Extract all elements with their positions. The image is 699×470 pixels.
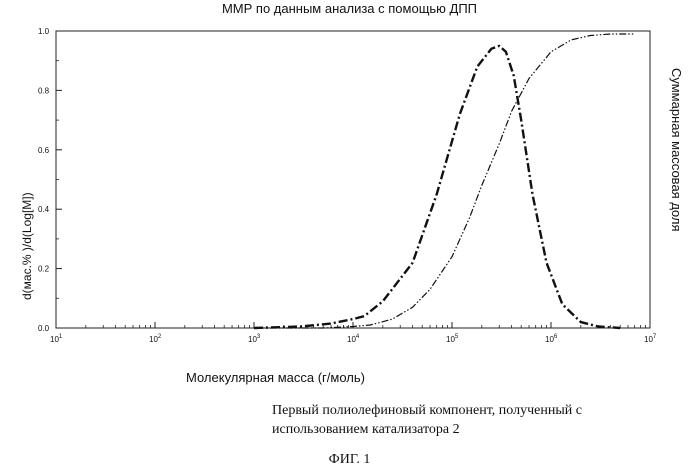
- plot-frame: [55, 30, 651, 329]
- x-tick-label: 101: [50, 334, 63, 344]
- y-tick-label: 0.0: [38, 324, 50, 333]
- y-tick-label: 0.6: [38, 146, 50, 155]
- series-group: [253, 33, 635, 330]
- x-axis-ticks: 101 102 103 104 105 106 107: [50, 322, 657, 344]
- x-tick-label: 105: [446, 334, 459, 344]
- chart-title: ММР по данным анализа с помощью ДПП: [221, 1, 478, 16]
- y-tick-label: 0.2: [38, 265, 50, 274]
- x-tick-label: 104: [347, 334, 360, 344]
- x-tick-label: 106: [545, 334, 558, 344]
- x-tick-label: 103: [248, 334, 261, 344]
- series-line-2: [254, 33, 635, 329]
- series-line-1: [253, 44, 621, 330]
- chart-plot: 101 102 103 104 105 106 107 0.0 0.2 0.4 0.6 0.8 1.0: [38, 27, 657, 344]
- x-axis-label: Молекулярная масса (г/моль): [186, 370, 365, 385]
- figure-caption: Первый полиолефиновый компонент, получен…: [272, 403, 582, 437]
- y-tick-label: 0.4: [38, 205, 50, 214]
- y-tick-label: 0.8: [38, 86, 50, 95]
- x-tick-label: 102: [149, 334, 162, 344]
- figure-label: ФИГ. 1: [328, 452, 371, 467]
- x-tick-label: 107: [644, 334, 657, 344]
- y-axis-ticks: 0.0 0.2 0.4 0.6 0.8 1.0: [38, 27, 62, 333]
- y-axis-label: d(мас.% )/d(Log[M]): [20, 192, 34, 300]
- y-tick-label: 1.0: [38, 27, 50, 36]
- secondary-y-axis-label: Суммарная массовая доля: [669, 68, 684, 232]
